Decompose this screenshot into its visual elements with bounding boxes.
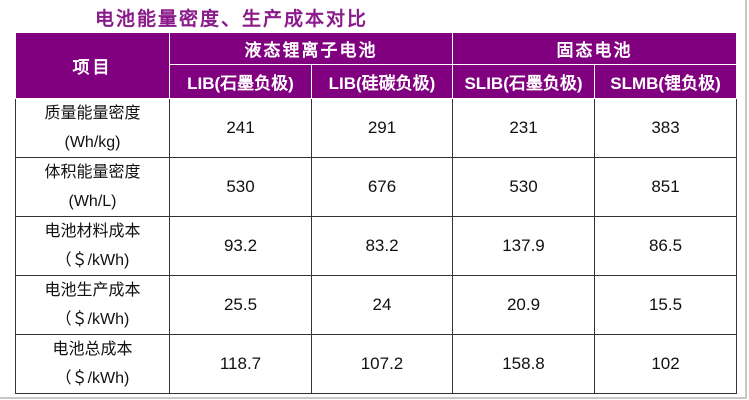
table-cell: 24 [311,275,453,335]
table-cell: 86.5 [594,216,737,276]
row-label: 电池生产成本 （＄/kWh) [15,275,170,335]
row-label-name: 电池材料成本 [44,223,141,240]
table-cell: 530 [452,157,595,217]
table-cell: 83.2 [311,216,453,276]
header-col: LIB(石墨负极) [169,64,312,99]
row-label-name: 体积能量密度 [44,164,141,181]
row-label-unit: (Wh/L) [68,193,117,210]
row-label: 电池材料成本 （＄/kWh) [15,216,170,276]
row-label-unit: （＄/kWh) [55,311,130,328]
header-group-solid: 固态电池 [452,32,737,65]
table-cell: 20.9 [452,275,595,335]
comparison-table: 项目 液态锂离子电池 固态电池 LIB(石墨负极) LIB(硅碳负极) SLIB… [15,32,737,394]
table-cell: 107.2 [311,334,453,394]
table-cell: 25.5 [169,275,312,335]
table-cell: 291 [311,98,453,158]
table-row: 电池总成本 （＄/kWh) 118.7 107.2 158.8 102 [15,334,737,394]
row-label-unit: (Wh/kg) [64,134,121,151]
row-label-name: 电池总成本 [52,341,133,358]
table-cell: 530 [169,157,312,217]
table-row: 体积能量密度 (Wh/L) 530 676 530 851 [15,157,737,217]
row-label: 质量能量密度 (Wh/kg) [15,98,170,158]
header-col: SLIB(石墨负极) [452,64,595,99]
table-cell: 158.8 [452,334,595,394]
page-title: 电池能量密度、生产成本对比 [95,9,369,30]
row-label-name: 质量能量密度 [44,105,141,122]
table-cell: 118.7 [169,334,312,394]
row-label-name: 电池生产成本 [44,282,141,299]
header-item: 项目 [15,32,170,99]
table-cell: 676 [311,157,453,217]
table-cell: 231 [452,98,595,158]
table-row: 电池生产成本 （＄/kWh) 25.5 24 20.9 15.5 [15,275,737,335]
row-label: 体积能量密度 (Wh/L) [15,157,170,217]
table-row: 质量能量密度 (Wh/kg) 241 291 231 383 [15,98,737,158]
header-col: LIB(硅碳负极) [311,64,453,99]
table-cell: 93.2 [169,216,312,276]
row-label-unit: （＄/kWh) [55,252,130,269]
table-cell: 851 [594,157,737,217]
table-cell: 102 [594,334,737,394]
header-col: SLMB(锂负极) [594,64,737,99]
table-cell: 383 [594,98,737,158]
row-label: 电池总成本 （＄/kWh) [15,334,170,394]
header-group-liquid: 液态锂离子电池 [169,32,453,65]
table-cell: 15.5 [594,275,737,335]
table-row: 电池材料成本 （＄/kWh) 93.2 83.2 137.9 86.5 [15,216,737,276]
table-cell: 241 [169,98,312,158]
table-cell: 137.9 [452,216,595,276]
row-label-unit: （＄/kWh) [55,370,130,387]
